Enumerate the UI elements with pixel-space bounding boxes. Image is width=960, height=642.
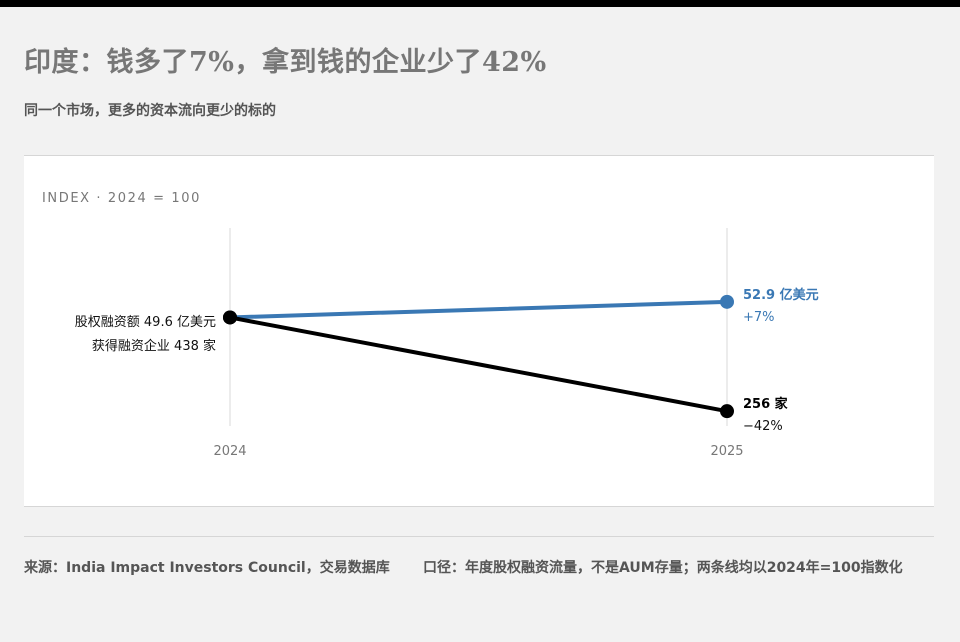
top-rule	[0, 0, 960, 7]
x-tick-2024: 2024	[213, 444, 246, 459]
source-note: 来源：India Impact Investors Council，交易数据库	[24, 560, 390, 576]
funded-companies-start-label: 获得融资企业 438 家	[92, 338, 216, 354]
method-note: 口径：年度股权融资流量，不是AUM存量；两条线均以2024年=100指数化	[423, 560, 903, 576]
funded-companies-change-label: −42%	[743, 419, 783, 434]
funded-companies-end-label: 256 家	[743, 396, 789, 412]
footer-divider	[24, 536, 934, 537]
line-chart: INDEX · 2024 = 100 2024 2025 股权融资额 49.6 亿…	[42, 191, 819, 459]
equity-funding-end-label: 52.9 亿美元	[743, 287, 819, 303]
equity-funding-start-label: 股权融资额 49.6 亿美元	[75, 314, 216, 330]
chart-title: 印度：钱多了7%，拿到钱的企业少了42%	[24, 47, 547, 78]
chart-subtitle: 同一个市场，更多的资本流向更少的标的	[24, 103, 276, 119]
equity-funding-point-2025	[720, 294, 734, 309]
chart-panel: INDEX · 2024 = 100 2024 2025 股权融资额 49.6 亿…	[24, 155, 934, 507]
funded-companies-point-2024	[223, 310, 237, 325]
x-tick-2025: 2025	[710, 444, 743, 459]
equity-funding-change-label: +7%	[743, 310, 775, 325]
funded-companies-point-2025	[720, 404, 734, 419]
equity-funding-line	[228, 299, 729, 320]
funded-companies-line	[228, 315, 729, 414]
axis-caption: INDEX · 2024 = 100	[42, 191, 201, 206]
